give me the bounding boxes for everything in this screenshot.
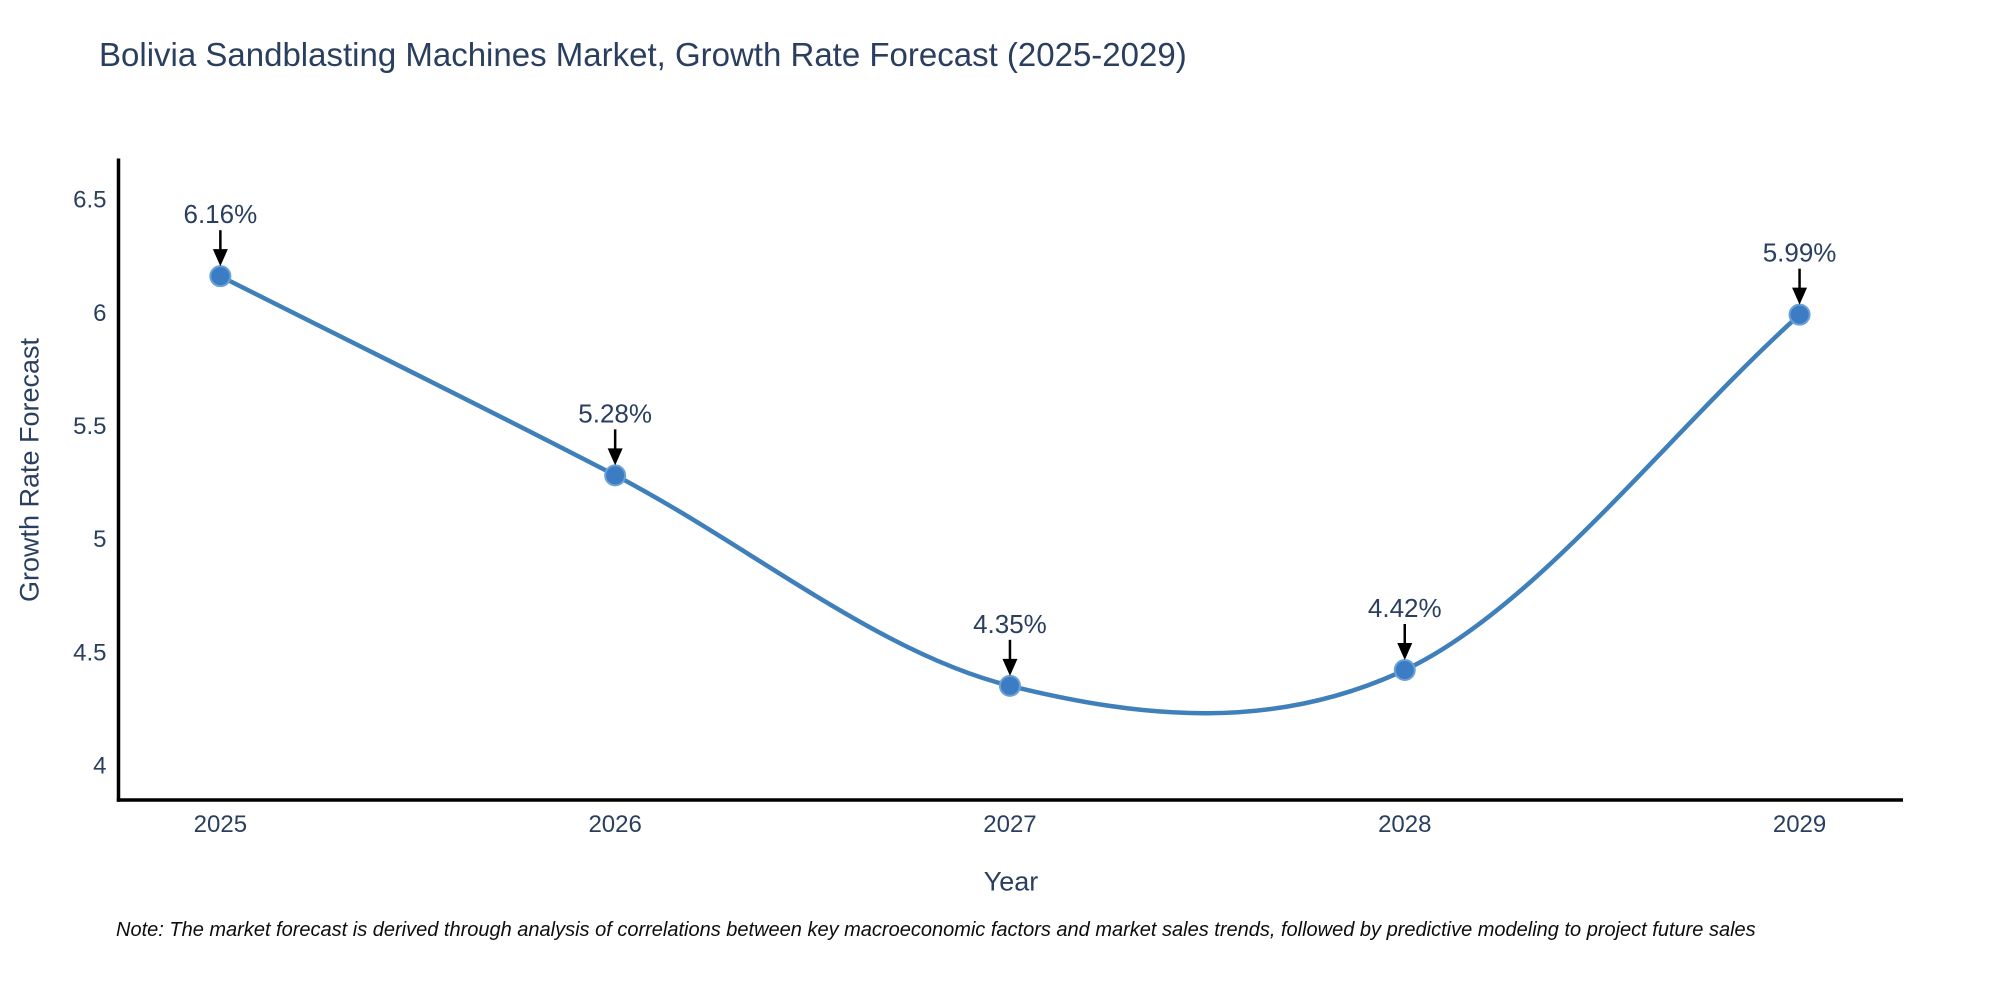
y-axis-title: Growth Rate Forecast <box>14 337 45 603</box>
chart-title: Bolivia Sandblasting Machines Market, Gr… <box>99 36 1187 73</box>
y-tick-label: 4 <box>93 753 106 780</box>
x-tick-label: 2027 <box>983 811 1036 838</box>
x-tick-label: 2028 <box>1378 811 1431 838</box>
data-point-label: 6.16% <box>183 199 257 229</box>
y-tick-label: 6 <box>93 300 106 327</box>
x-axis-title: Year <box>983 866 1039 897</box>
data-point-label: 5.99% <box>1763 238 1837 268</box>
data-point-marker[interactable] <box>1393 658 1416 681</box>
annotation-arrowhead <box>1397 642 1413 660</box>
y-tick-label: 5 <box>93 526 106 553</box>
data-point-marker[interactable] <box>1788 303 1811 326</box>
x-tick-label: 2026 <box>588 811 641 838</box>
x-tick-label: 2029 <box>1773 811 1826 838</box>
y-tick-label: 4.5 <box>73 639 106 666</box>
annotation-arrowhead <box>1792 287 1808 305</box>
data-point-marker[interactable] <box>209 265 232 288</box>
y-tick-label: 5.5 <box>73 413 106 440</box>
annotation-arrowhead <box>212 249 228 267</box>
data-point-label: 4.35% <box>973 609 1047 639</box>
footnote: Note: The market forecast is derived thr… <box>116 919 1756 941</box>
data-point-label: 4.42% <box>1368 593 1442 623</box>
data-point-label: 5.28% <box>578 398 652 428</box>
x-tick-label: 2025 <box>194 811 247 838</box>
y-tick-label: 6.5 <box>73 187 106 214</box>
data-point-marker[interactable] <box>998 674 1021 697</box>
data-point-marker[interactable] <box>604 464 627 487</box>
annotation-arrowhead <box>607 448 623 466</box>
annotation-arrowhead <box>1002 658 1018 676</box>
